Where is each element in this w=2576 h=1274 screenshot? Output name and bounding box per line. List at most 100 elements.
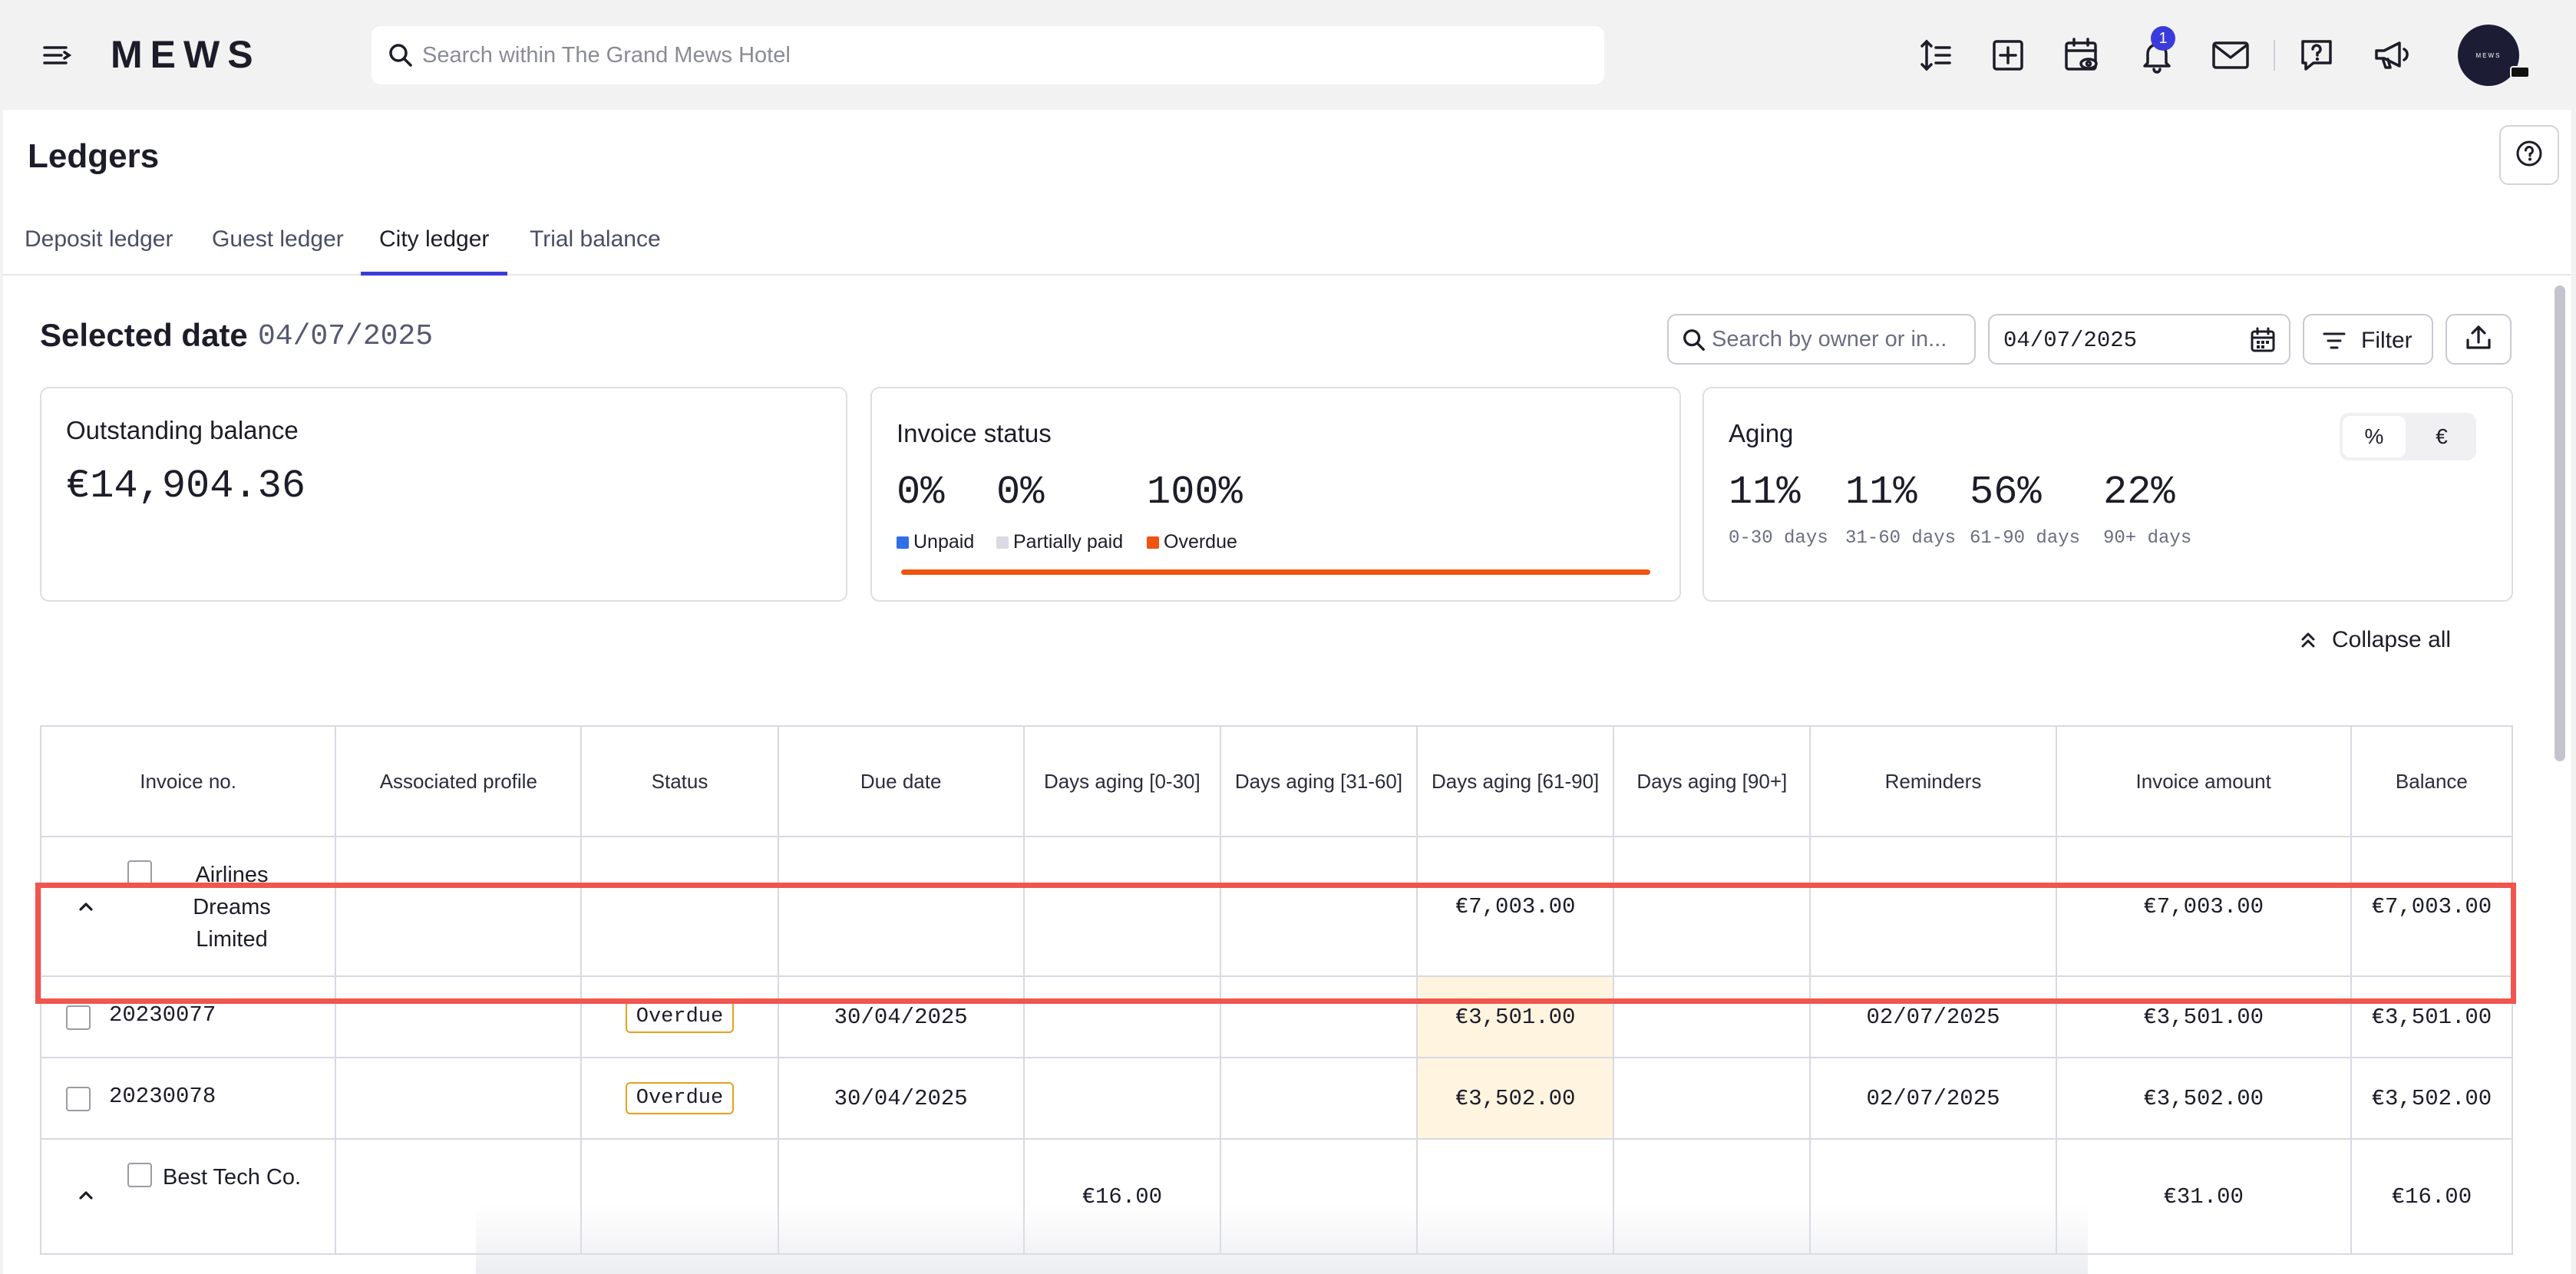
selected-date-label: Selected date (40, 317, 248, 353)
filter-button[interactable]: Filter (2303, 314, 2433, 365)
partially-paid-legend: Partially paid (996, 531, 1123, 553)
col-reminders[interactable]: Reminders (1809, 725, 2057, 837)
avatar[interactable]: MEWS (2458, 25, 2519, 86)
help-button[interactable] (2499, 125, 2559, 185)
balance: €3,502.00 (2350, 1057, 2514, 1140)
status-indicator (2510, 66, 2530, 78)
table-cell (580, 1138, 779, 1255)
table-cell (335, 975, 583, 1058)
table-cell (335, 1057, 583, 1140)
aging-unit-toggle: % € (2340, 413, 2476, 460)
search-input[interactable] (422, 37, 1574, 74)
add-icon[interactable] (1986, 34, 2029, 77)
date-picker[interactable]: 04/07/2025 (1988, 314, 2290, 365)
table-cell (580, 836, 779, 977)
group-invoice-amount: €31.00 (2055, 1138, 2352, 1255)
status-cell: Overdue (580, 1057, 779, 1140)
reminder-date: 02/07/2025 (1809, 975, 2057, 1058)
owner-search[interactable] (1667, 314, 1976, 365)
calendar-view-icon[interactable] (2060, 34, 2103, 77)
group-checkbox[interactable] (127, 860, 152, 885)
group-aging-61-90: €7,003.00 (1416, 836, 1615, 977)
invoice-number[interactable]: 20230077 (109, 1002, 216, 1028)
search-icon (387, 41, 414, 73)
invoice-number[interactable]: 20230078 (109, 1084, 216, 1109)
group-row[interactable]: Best Tech Co. €16.00 €31.00 €16.00 (39, 1138, 2514, 1255)
aging-0-30-value: 11% (1729, 470, 1801, 515)
col-days-aging-0-30[interactable]: Days aging [0-30] (1022, 725, 1221, 837)
group-name-cell: Airlines Dreams Limited (39, 836, 337, 977)
col-days-aging-31-60[interactable]: Days aging [31-60] (1219, 725, 1418, 837)
invoice-status-title: Invoice status (897, 419, 1052, 447)
row-checkbox[interactable] (66, 1005, 91, 1030)
mews-logo[interactable]: MEWS (111, 33, 261, 76)
unpaid-legend: Unpaid (897, 531, 974, 553)
table-cell (1219, 1057, 1418, 1140)
due-date: 30/04/2025 (777, 975, 1025, 1058)
partially-paid-percent: 0% (996, 470, 1045, 515)
group-invoice-amount: €7,003.00 (2055, 836, 2352, 977)
group-aging-90-plus (1613, 836, 1811, 977)
aging-61-90-value: 56% (1970, 470, 2042, 515)
city-ledger-content: Selected date 04/07/2025 04/07/2025 Filt… (3, 277, 2571, 1274)
city-ledger-table: Invoice no. Associated profile Status Du… (39, 725, 2514, 1255)
col-days-aging-61-90[interactable]: Days aging [61-90] (1416, 725, 1615, 837)
collapse-all-button[interactable]: Collapse all (2301, 627, 2452, 653)
col-days-aging-90-plus[interactable]: Days aging [90+] (1613, 725, 1811, 837)
tab-deposit-ledger[interactable]: Deposit ledger (25, 226, 173, 252)
global-search[interactable] (372, 26, 1604, 84)
calendar-icon (2249, 326, 2277, 358)
invoice-no-cell: 20230078 (39, 1057, 337, 1140)
col-invoice-amount[interactable]: Invoice amount (2055, 725, 2352, 837)
table-cell (1809, 836, 2057, 977)
outstanding-balance-title: Outstanding balance (66, 416, 299, 444)
help-chat-icon[interactable] (2295, 34, 2338, 77)
toolbar-divider (2274, 40, 2275, 71)
invoice-row[interactable]: 20230077 Overdue 30/04/2025 €3,501.00 02… (39, 975, 2514, 1058)
toggle-percent[interactable]: % (2343, 416, 2406, 457)
row-checkbox[interactable] (66, 1087, 91, 1111)
unpaid-percent: 0% (897, 470, 945, 515)
aging-61-90-amount: €3,501.00 (1416, 975, 1615, 1058)
col-status[interactable]: Status (580, 725, 779, 837)
tab-city-ledger[interactable]: City ledger (361, 217, 508, 276)
table-cell (1809, 1138, 2057, 1255)
col-due-date[interactable]: Due date (777, 725, 1025, 837)
group-balance: €7,003.00 (2350, 836, 2514, 977)
sort-icon[interactable] (1914, 34, 1957, 77)
filter-label: Filter (2361, 328, 2413, 353)
group-aging-0-30 (1022, 836, 1221, 977)
table-header-row: Invoice no. Associated profile Status Du… (39, 725, 2514, 837)
aging-title: Aging (1729, 419, 1794, 447)
due-date: 30/04/2025 (777, 1057, 1025, 1140)
group-name-cell: Best Tech Co. (39, 1138, 337, 1255)
table-cell (777, 1138, 1025, 1255)
toggle-euro[interactable]: € (2436, 424, 2448, 448)
table-cell (1022, 975, 1221, 1058)
invoice-row[interactable]: 20230078 Overdue 30/04/2025 €3,502.00 02… (39, 1057, 2514, 1140)
notification-badge: 1 (2151, 26, 2175, 51)
status-cell: Overdue (580, 975, 779, 1058)
tab-trial-balance[interactable]: Trial balance (530, 226, 661, 252)
owner-search-input[interactable] (1712, 323, 1965, 355)
collapse-all-label: Collapse all (2332, 627, 2452, 652)
mail-icon[interactable] (2209, 34, 2252, 77)
aging-0-30-label: 0-30 days (1729, 528, 1828, 549)
aging-90-plus-label: 90+ days (2103, 528, 2192, 549)
invoice-status-card: Invoice status 0% Unpaid 0% Partially pa… (870, 387, 1681, 602)
group-checkbox[interactable] (127, 1163, 152, 1187)
col-balance[interactable]: Balance (2350, 725, 2514, 837)
chevron-up-icon[interactable] (75, 896, 97, 923)
export-button[interactable] (2446, 314, 2512, 365)
group-aging-0-30: €16.00 (1022, 1138, 1221, 1255)
col-invoice-no[interactable]: Invoice no. (39, 725, 337, 837)
group-row[interactable]: Airlines Dreams Limited €7,003.00 €7,003… (39, 836, 2514, 977)
tab-guest-ledger[interactable]: Guest ledger (212, 226, 344, 252)
col-associated-profile[interactable]: Associated profile (335, 725, 583, 837)
megaphone-icon[interactable] (2370, 34, 2413, 77)
menu-icon[interactable] (40, 40, 74, 71)
invoice-amount: €3,502.00 (2055, 1057, 2352, 1140)
chevron-up-icon[interactable] (75, 1184, 97, 1212)
table-cell (1022, 1057, 1221, 1140)
vertical-scrollbar[interactable] (2555, 285, 2565, 761)
